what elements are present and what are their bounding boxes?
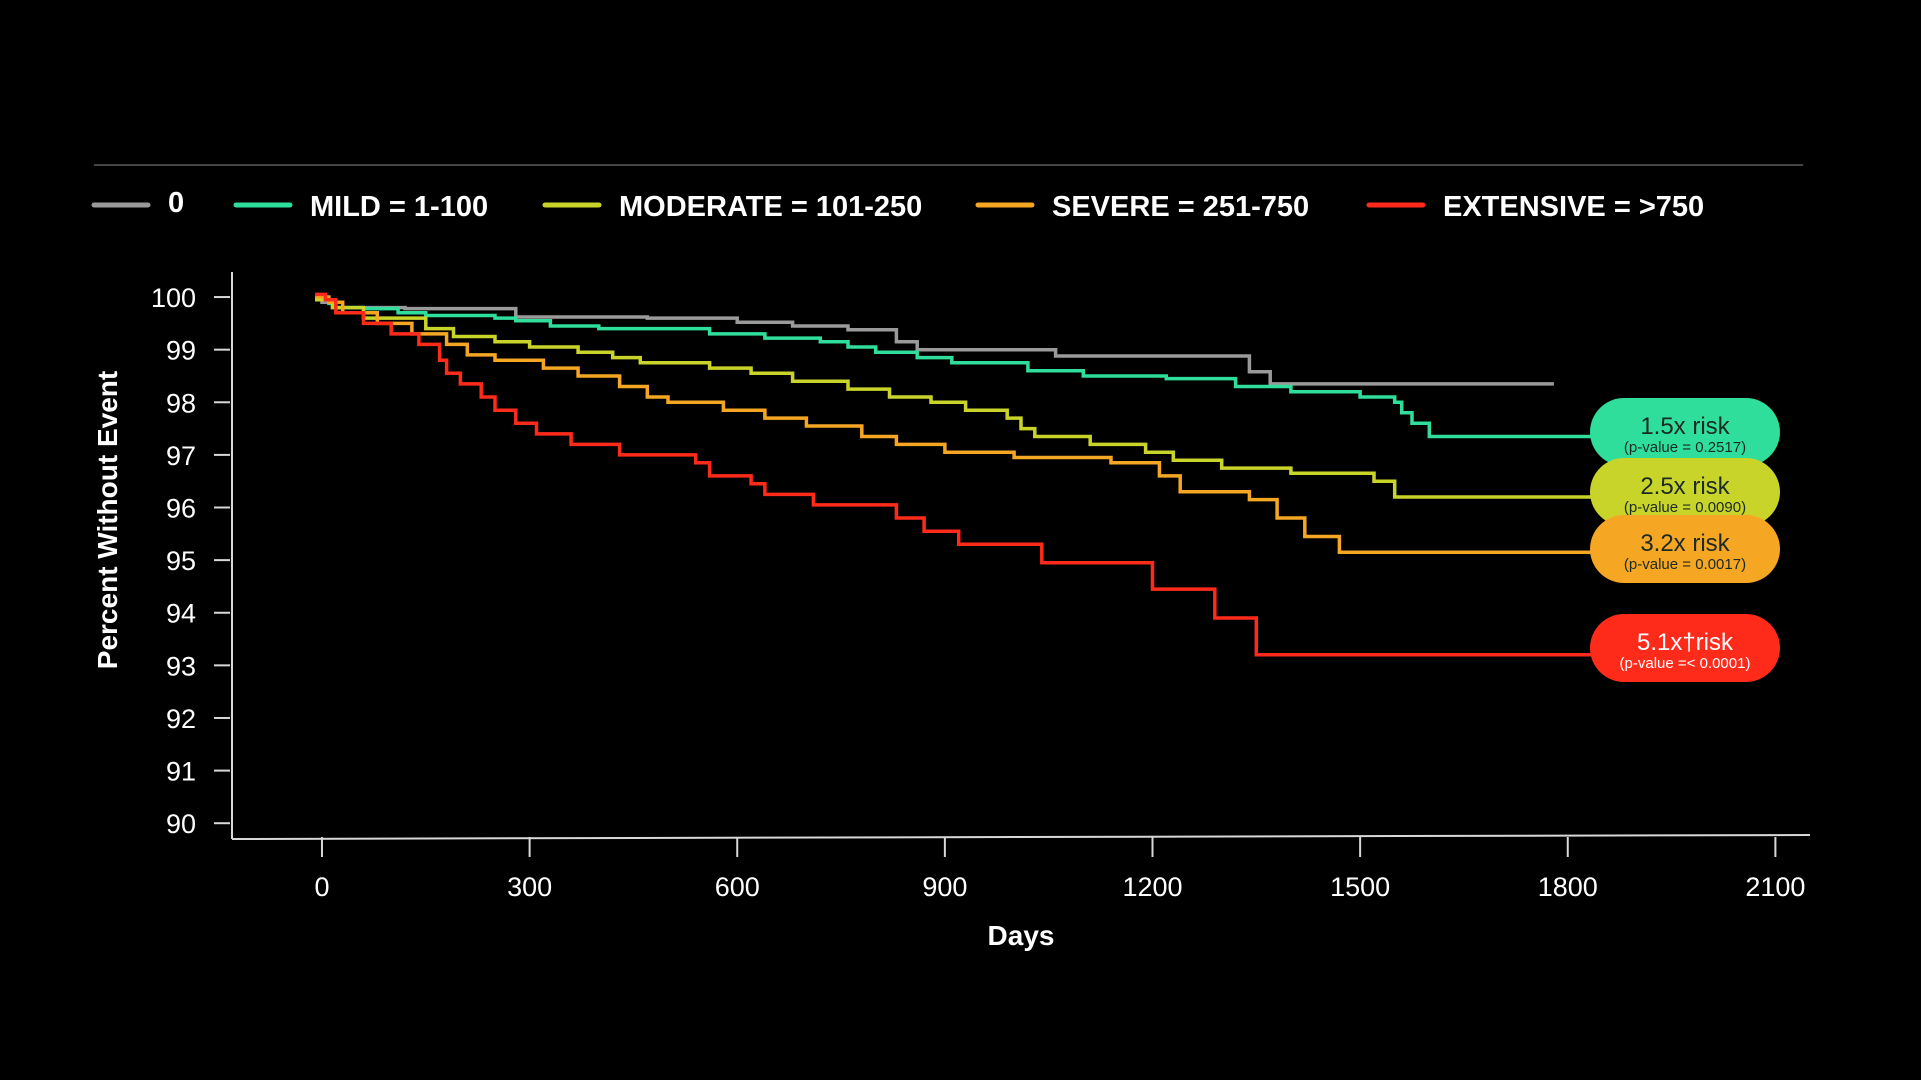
series-line (315, 297, 1631, 439)
legend: 0 MILD = 1-100 MODERATE = 101-250 SEVERE = … (91, 187, 1704, 223)
y-tick-label: 92 (166, 704, 196, 734)
risk-badge: 3.2x risk(p-value = 0.0017) (1590, 515, 1780, 583)
x-tick-label: 600 (715, 872, 760, 902)
y-tick-label: 98 (166, 388, 196, 418)
y-tick-label: 100 (151, 283, 196, 313)
x-tick-label: 1200 (1122, 872, 1182, 902)
risk-badges: 1.5x risk(p-value = 0.2517)2.5x risk(p-v… (1590, 398, 1780, 682)
y-axis-title: Percent Without Event (92, 371, 123, 669)
risk-badge-pvalue: (p-value =< 0.0001) (1620, 655, 1751, 672)
risk-badge-pill (1590, 515, 1780, 583)
x-axis-line (231, 834, 1811, 840)
y-tick-label: 94 (166, 599, 196, 629)
legend-label: 0 (168, 187, 184, 219)
risk-badge-pill (1590, 458, 1780, 526)
legend-label: EXTENSIVE = >750 (1443, 191, 1704, 223)
risk-badge: 5.1x†risk(p-value =< 0.0001) (1590, 614, 1780, 682)
risk-badge: 1.5x risk(p-value = 0.2517) (1590, 398, 1780, 466)
x-tick-label: 300 (507, 872, 552, 902)
legend-label: MILD = 1-100 (310, 191, 488, 223)
x-tick-label: 1500 (1330, 872, 1390, 902)
axes: 90 91 92 93 94 95 96 97 98 99 100 0 300 600 900 1200 150… (92, 272, 1811, 951)
series-layer (315, 292, 1631, 657)
y-tick-label: 91 (166, 757, 196, 787)
risk-badge-title: 2.5x risk (1640, 473, 1730, 500)
y-tick-label: 93 (166, 651, 196, 681)
y-tick-label: 90 (166, 809, 196, 839)
series-line (315, 297, 1554, 386)
x-tick-label: 0 (314, 872, 329, 902)
risk-badge-pill (1590, 614, 1780, 682)
risk-badge-pill (1590, 398, 1780, 466)
y-tick-label: 99 (166, 336, 196, 366)
x-axis-title: Days (988, 920, 1055, 951)
legend-label: SEVERE = 251-750 (1052, 191, 1309, 223)
series-line (315, 297, 1631, 499)
risk-badge-title: 3.2x risk (1640, 530, 1730, 557)
x-tick-label: 900 (922, 872, 967, 902)
risk-badge: 2.5x risk(p-value = 0.0090) (1590, 458, 1780, 526)
y-tick-label: 96 (166, 494, 196, 524)
risk-badge-title: 1.5x risk (1640, 413, 1730, 440)
risk-badge-pvalue: (p-value = 0.0090) (1624, 499, 1746, 516)
y-tick-label: 95 (166, 546, 196, 576)
series-line (315, 295, 1631, 554)
x-tick-label: 2100 (1745, 872, 1805, 902)
legend-label: MODERATE = 101-250 (619, 191, 922, 223)
series-line (315, 292, 1610, 657)
risk-badge-title: 5.1x†risk (1637, 629, 1734, 656)
x-tick-label: 1800 (1538, 872, 1598, 902)
y-tick-label: 97 (166, 441, 196, 471)
risk-badge-pvalue: (p-value = 0.0017) (1624, 556, 1746, 573)
risk-badge-pvalue: (p-value = 0.2517) (1624, 439, 1746, 456)
